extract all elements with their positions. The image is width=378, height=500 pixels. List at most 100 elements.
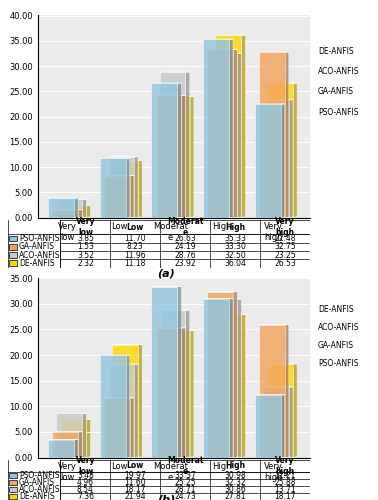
Text: Moderat
e: Moderat e [167,456,203,475]
Text: 30.86: 30.86 [224,485,246,494]
Text: DE-ANFIS: DE-ANFIS [318,47,354,56]
Polygon shape [125,158,130,218]
Text: DE-ANFIS: DE-ANFIS [19,259,55,268]
Polygon shape [134,364,138,457]
Text: GA-ANFIS: GA-ANFIS [318,88,354,96]
Text: (a): (a) [158,269,175,279]
Polygon shape [186,72,190,217]
Polygon shape [82,200,86,217]
Polygon shape [237,299,241,457]
Text: 30.98: 30.98 [224,471,246,480]
Text: 33.37: 33.37 [174,471,196,480]
Polygon shape [100,355,125,458]
Text: 1.53: 1.53 [77,242,94,251]
Polygon shape [280,395,285,458]
Text: 32.32: 32.32 [224,478,246,487]
Text: 23.25: 23.25 [274,250,296,260]
Text: 2.32: 2.32 [77,259,94,268]
Polygon shape [293,364,297,457]
Polygon shape [190,330,194,457]
Polygon shape [181,95,186,218]
Polygon shape [255,395,280,458]
Text: 7.36: 7.36 [77,492,94,500]
Text: PSO-ANFIS: PSO-ANFIS [19,471,60,480]
Text: 35.33: 35.33 [224,234,246,243]
Text: 11.96: 11.96 [124,250,146,260]
Text: 22.48: 22.48 [274,234,296,243]
Text: 3.85: 3.85 [77,234,94,243]
Polygon shape [112,344,138,457]
Text: ACO-ANFIS: ACO-ANFIS [19,250,60,260]
Text: Very
high: Very high [275,456,295,475]
Polygon shape [52,432,78,458]
Text: 18.17: 18.17 [125,485,146,494]
Text: High: High [225,222,245,232]
Polygon shape [152,83,177,218]
Text: High: High [225,462,245,470]
Polygon shape [74,198,78,218]
Text: PSO-ANFIS: PSO-ANFIS [318,360,359,368]
Polygon shape [112,160,138,217]
Polygon shape [289,100,293,217]
Polygon shape [211,54,237,217]
Text: 8.23: 8.23 [127,242,144,251]
Polygon shape [78,210,82,218]
Text: 13.71: 13.71 [274,485,296,494]
Text: 24.73: 24.73 [174,492,196,500]
Polygon shape [86,419,90,457]
Polygon shape [48,440,74,458]
Text: 32.50: 32.50 [224,250,246,260]
Text: 28.71: 28.71 [175,485,196,494]
Polygon shape [211,299,237,457]
Text: 28.76: 28.76 [174,250,196,260]
Polygon shape [229,298,233,458]
Polygon shape [164,330,190,457]
Polygon shape [259,52,285,218]
Polygon shape [186,310,190,457]
Polygon shape [52,210,78,218]
Polygon shape [263,387,289,457]
Bar [9,473,17,478]
Text: Very
high: Very high [275,218,295,237]
Polygon shape [203,40,229,218]
Bar [9,494,17,499]
Polygon shape [152,286,177,458]
Text: 36.04: 36.04 [224,259,246,268]
Polygon shape [203,299,229,458]
Polygon shape [134,156,138,217]
Text: Very
low: Very low [76,456,95,475]
Polygon shape [100,158,125,218]
Text: 21.94: 21.94 [124,492,146,500]
Text: PSO-ANFIS: PSO-ANFIS [318,108,359,116]
Polygon shape [177,83,181,218]
Text: Very
low: Very low [76,218,95,237]
Polygon shape [56,414,82,457]
Polygon shape [229,39,233,218]
Polygon shape [233,292,237,458]
Polygon shape [125,355,130,458]
Text: DE-ANFIS: DE-ANFIS [19,492,55,500]
Polygon shape [48,198,74,218]
Bar [9,252,17,258]
Polygon shape [267,83,293,217]
Polygon shape [138,344,142,457]
Polygon shape [138,160,142,217]
Polygon shape [207,292,233,458]
Polygon shape [207,50,233,217]
Polygon shape [259,325,285,458]
Text: 11.70: 11.70 [124,234,146,243]
Text: (b): (b) [157,495,175,500]
Polygon shape [104,176,130,218]
Text: 26.63: 26.63 [174,234,196,243]
Text: DE-ANFIS: DE-ANFIS [318,306,354,314]
Text: Moderat
e: Moderat e [167,218,203,237]
Bar [9,480,17,485]
Text: 3.52: 3.52 [77,250,94,260]
Polygon shape [241,314,245,457]
Text: 32.75: 32.75 [274,242,296,251]
Polygon shape [181,328,186,458]
Polygon shape [233,49,237,217]
Text: 24.19: 24.19 [174,242,196,251]
Text: 27.81: 27.81 [225,492,246,500]
Text: PSO-ANFIS: PSO-ANFIS [19,234,60,243]
